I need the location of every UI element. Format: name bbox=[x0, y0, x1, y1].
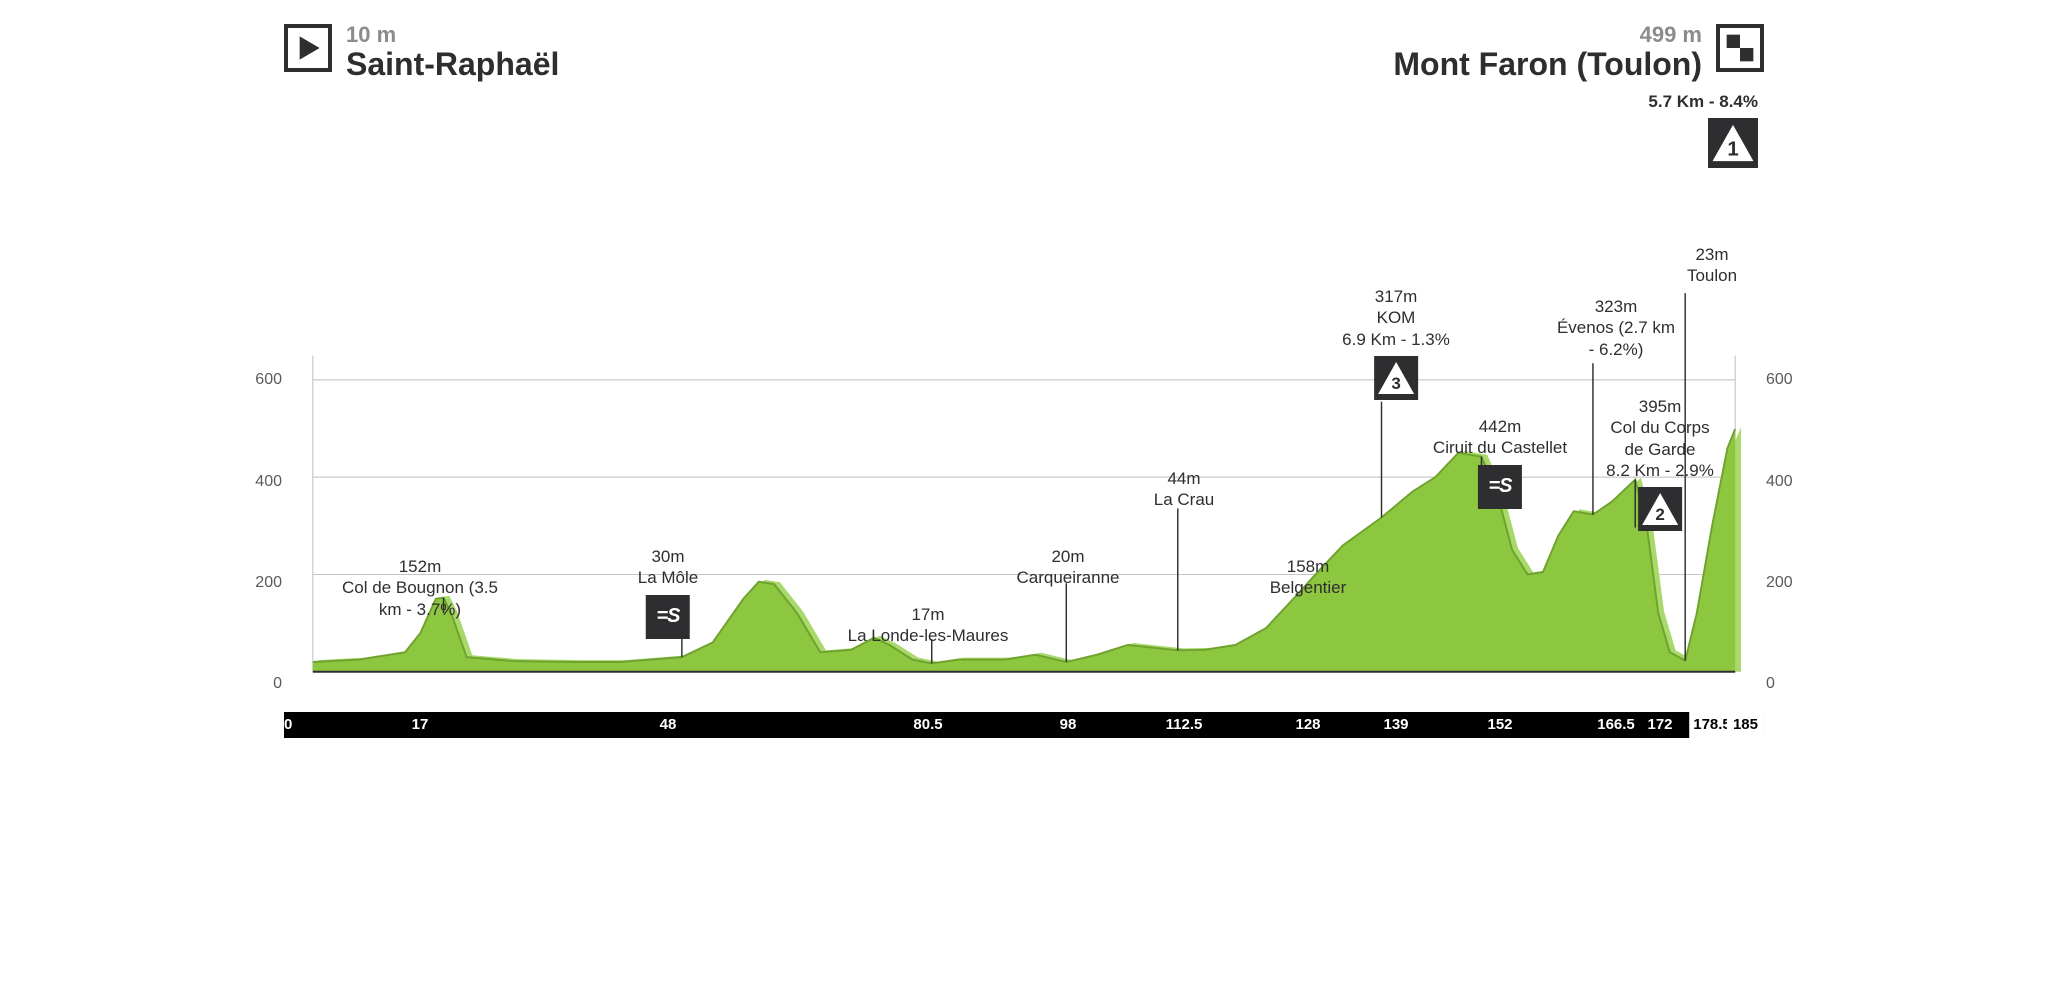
y-tick: 200 bbox=[1766, 574, 1794, 592]
sprint-icon: =S bbox=[1478, 465, 1522, 509]
poi-label-line: KOM bbox=[1342, 307, 1450, 328]
cat-3-icon: 3 bbox=[1374, 356, 1418, 400]
poi-label-line: - 6.2%) bbox=[1557, 339, 1675, 360]
poi-label-line: 30m bbox=[638, 546, 698, 567]
poi-label-line: Ciruit du Castellet bbox=[1433, 437, 1567, 458]
poi-marker: 44mLa Crau bbox=[1154, 468, 1214, 511]
poi-marker: 17mLa Londe-les-Maures bbox=[848, 604, 1009, 647]
x-tick: 185 bbox=[1727, 712, 1764, 738]
poi-label-line: Évenos (2.7 km bbox=[1557, 317, 1675, 338]
poi-label-line: 6.9 Km - 1.3% bbox=[1342, 329, 1450, 350]
poi-label-line: 442m bbox=[1433, 416, 1567, 437]
x-tick: 80.5 bbox=[913, 712, 942, 738]
poi-label-line: de Garde bbox=[1606, 439, 1714, 460]
poi-label-line: 17m bbox=[848, 604, 1009, 625]
poi-label-line: 395m bbox=[1606, 396, 1714, 417]
poi-label-line: La Crau bbox=[1154, 489, 1214, 510]
y-tick: 0 bbox=[254, 675, 282, 693]
x-tick: 172 bbox=[1647, 712, 1672, 738]
x-tick: 166.5 bbox=[1597, 712, 1635, 738]
svg-text:2: 2 bbox=[1655, 505, 1664, 524]
y-tick: 400 bbox=[1766, 473, 1794, 491]
svg-text:3: 3 bbox=[1391, 374, 1400, 393]
distance-axis: 0174880.598112.5128139152166.5172178.518… bbox=[284, 712, 1764, 738]
y-tick: 600 bbox=[1766, 371, 1794, 389]
x-tick: 152 bbox=[1487, 712, 1512, 738]
poi-marker: 20mCarqueiranne bbox=[1016, 546, 1119, 589]
poi-label-line: Col du Corps bbox=[1606, 417, 1714, 438]
x-tick: 128 bbox=[1295, 712, 1320, 738]
elevation-profile-chart bbox=[284, 0, 1764, 738]
poi-label-line: 158m bbox=[1270, 556, 1347, 577]
poi-label-line: 23m bbox=[1687, 244, 1737, 265]
poi-label-line: 20m bbox=[1016, 546, 1119, 567]
poi-marker: 23mToulon bbox=[1687, 244, 1737, 287]
poi-label-line: Carqueiranne bbox=[1016, 567, 1119, 588]
y-tick: 600 bbox=[254, 371, 282, 389]
poi-marker: 442mCiruit du Castellet =S bbox=[1433, 416, 1567, 509]
poi-marker: 30mLa Môle =S bbox=[638, 546, 698, 639]
sprint-icon: =S bbox=[646, 595, 690, 639]
poi-label-line: 8.2 Km - 2.9% bbox=[1606, 460, 1714, 481]
poi-label-line: La Londe-les-Maures bbox=[848, 625, 1009, 646]
poi-label-line: Col de Bougnon (3.5 bbox=[342, 577, 498, 598]
x-tick: 139 bbox=[1383, 712, 1408, 738]
poi-label-line: km - 3.7%) bbox=[342, 599, 498, 620]
poi-marker: 323mÉvenos (2.7 km- 6.2%) bbox=[1557, 296, 1675, 360]
y-tick: 200 bbox=[254, 574, 282, 592]
poi-label-line: Toulon bbox=[1687, 265, 1737, 286]
x-tick: 0 bbox=[284, 712, 292, 738]
poi-marker: 152mCol de Bougnon (3.5km - 3.7%) bbox=[342, 556, 498, 620]
poi-marker: 158mBelgentier bbox=[1270, 556, 1347, 599]
poi-label-line: 323m bbox=[1557, 296, 1675, 317]
poi-label-line: 317m bbox=[1342, 286, 1450, 307]
y-tick: 0 bbox=[1766, 675, 1794, 693]
poi-marker: 395mCol du Corpsde Garde8.2 Km - 2.9% 2 bbox=[1606, 396, 1714, 531]
x-tick: 48 bbox=[660, 712, 677, 738]
x-tick: 98 bbox=[1060, 712, 1077, 738]
cat-2-icon: 2 bbox=[1638, 487, 1682, 531]
poi-label-line: 44m bbox=[1154, 468, 1214, 489]
x-tick: 112.5 bbox=[1166, 712, 1203, 738]
poi-label-line: Belgentier bbox=[1270, 577, 1347, 598]
poi-label-line: 152m bbox=[342, 556, 498, 577]
x-tick: 17 bbox=[412, 712, 429, 738]
poi-marker: 317mKOM6.9 Km - 1.3% 3 bbox=[1342, 286, 1450, 400]
poi-label-line: La Môle bbox=[638, 567, 698, 588]
y-tick: 400 bbox=[254, 473, 282, 491]
